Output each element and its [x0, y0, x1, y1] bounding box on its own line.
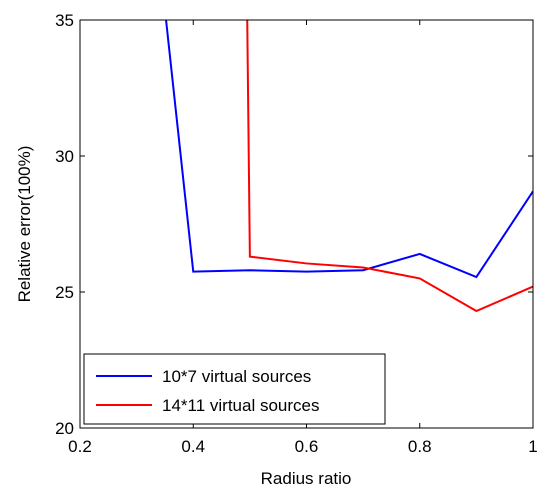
y-axis-label: Relative error(100%): [15, 146, 34, 303]
x-tick-label: 0.4: [181, 437, 205, 456]
legend-label-series-2: 14*11 virtual sources: [162, 396, 320, 415]
series-line-2: [246, 20, 533, 313]
y-tick-label: 35: [55, 11, 74, 30]
legend-label-series-1: 10*7 virtual sources: [162, 367, 311, 386]
legend: 10*7 virtual sources 14*11 virtual sourc…: [83, 353, 386, 425]
x-tick-label: 0.6: [295, 437, 319, 456]
y-tick-label: 25: [55, 283, 74, 302]
x-axis-label: Radius ratio: [261, 469, 352, 488]
legend-box: [83, 353, 386, 425]
series-line-1: [165, 20, 533, 279]
x-tick-label: 0.2: [68, 437, 92, 456]
x-tick-label: 1: [528, 437, 537, 456]
x-tick-label: 0.8: [408, 437, 432, 456]
y-tick-label: 20: [55, 419, 74, 438]
y-tick-label: 30: [55, 147, 74, 166]
